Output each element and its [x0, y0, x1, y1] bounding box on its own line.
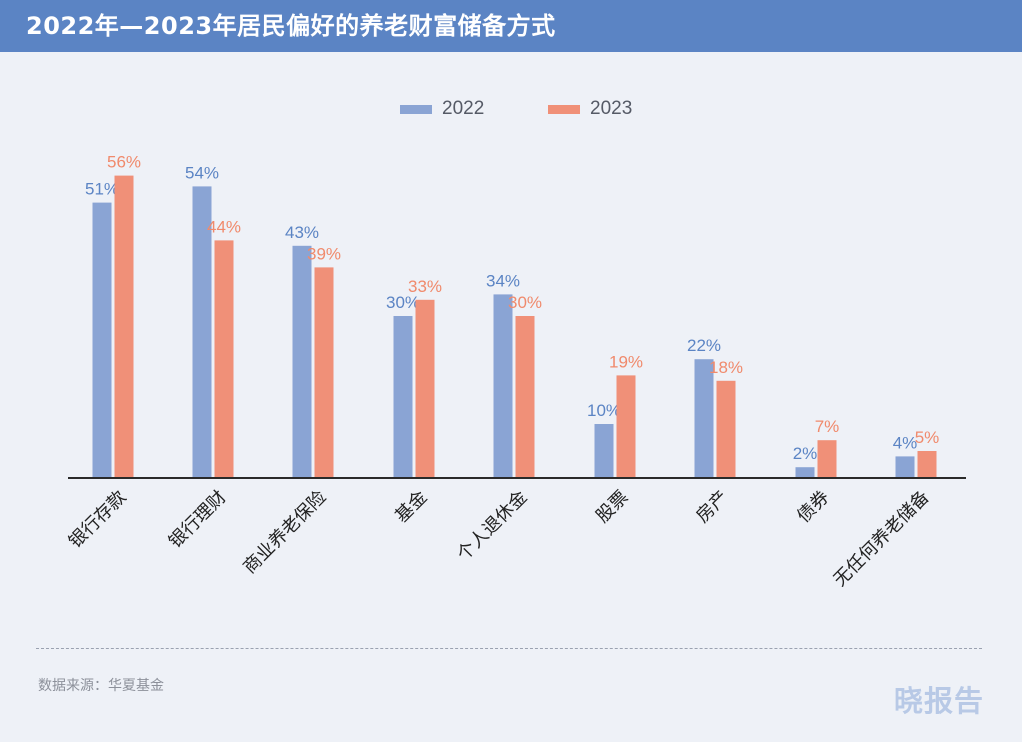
category-label-5: 股票	[592, 487, 632, 527]
bar-2023-2	[314, 267, 334, 478]
bar-2023-0	[114, 175, 134, 478]
category-label-2: 商业养老保险	[239, 487, 330, 578]
bar-2023-4	[515, 316, 535, 478]
category-label-7: 债券	[793, 487, 833, 527]
category-label-6: 房产	[692, 487, 732, 527]
legend-label-2023: 2023	[590, 98, 633, 119]
bar-2023-7	[817, 440, 837, 478]
bar-chart: 51%56%银行存款54%44%银行理财43%39%商业养老保险30%33%基金…	[65, 153, 966, 591]
data-label-2022-5: 10%	[587, 401, 621, 420]
bar-2022-3	[393, 316, 413, 478]
bar-2023-3	[415, 299, 435, 478]
data-label-2023-1: 44%	[207, 217, 241, 236]
category-label-0: 银行存款	[65, 487, 131, 553]
category-label-4: 个人退休金	[453, 487, 531, 565]
title-banner: 2022年—2023年居民偏好的养老财富储备方式	[0, 0, 1022, 52]
bar-2022-5	[594, 424, 614, 478]
bar-2022-1	[192, 186, 212, 478]
bar-2022-0	[92, 202, 112, 478]
data-label-2022-4: 34%	[486, 271, 520, 290]
legend-label-2022: 2022	[442, 98, 485, 119]
bar-2022-8	[895, 456, 915, 478]
data-label-2022-1: 54%	[185, 163, 219, 182]
bar-2022-2	[292, 245, 312, 478]
data-label-2023-5: 19%	[609, 352, 643, 371]
category-label-8: 无任何养老储备	[830, 487, 934, 591]
legend: 2022 2023	[0, 96, 1022, 122]
brand-logo: 晓报告	[893, 684, 984, 718]
data-label-2022-7: 2%	[793, 444, 818, 463]
data-label-2023-3: 33%	[408, 277, 442, 296]
data-label-2023-0: 56%	[107, 153, 141, 172]
data-label-2022-3: 30%	[386, 293, 420, 312]
bar-2022-7	[795, 467, 815, 478]
data-label-2023-8: 5%	[915, 428, 940, 447]
legend-swatch-2023	[548, 105, 580, 114]
data-label-2022-6: 22%	[687, 336, 721, 355]
bar-2023-8	[917, 451, 937, 478]
bar-2023-5	[616, 375, 636, 478]
data-label-2022-8: 4%	[893, 433, 918, 452]
data-label-2023-7: 7%	[815, 417, 840, 436]
bar-2022-6	[694, 359, 714, 478]
footer-divider	[36, 648, 982, 649]
category-label-1: 银行理财	[165, 487, 231, 553]
data-label-2023-6: 18%	[709, 358, 743, 377]
data-source: 数据来源：华夏基金	[38, 678, 164, 694]
data-label-2023-4: 30%	[508, 293, 542, 312]
category-label-3: 基金	[391, 487, 431, 527]
data-label-2022-2: 43%	[285, 223, 319, 242]
chart-title: 2022年—2023年居民偏好的养老财富储备方式	[26, 12, 556, 40]
bar-2023-6	[716, 380, 736, 478]
data-label-2022-0: 51%	[85, 180, 119, 199]
data-label-2023-2: 39%	[307, 244, 341, 263]
legend-swatch-2022	[400, 105, 432, 114]
bar-2022-4	[493, 294, 513, 478]
bar-2023-1	[214, 240, 234, 478]
